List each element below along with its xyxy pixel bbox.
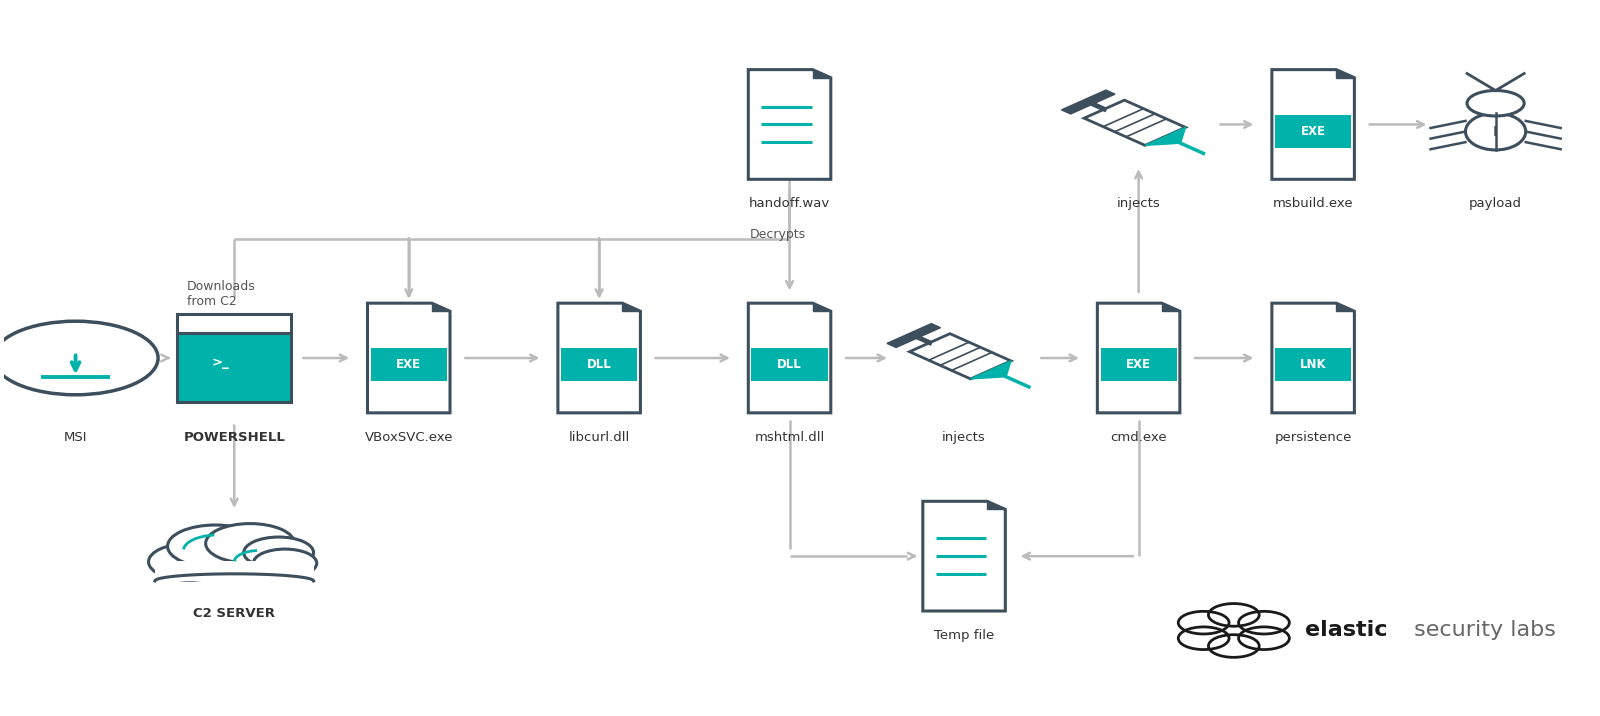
Polygon shape	[1085, 100, 1186, 145]
FancyBboxPatch shape	[1275, 115, 1352, 147]
Text: injects: injects	[942, 430, 986, 443]
Text: MSI: MSI	[64, 430, 88, 443]
Text: EXE: EXE	[397, 358, 421, 371]
Polygon shape	[1272, 303, 1354, 413]
Text: Temp file: Temp file	[934, 629, 994, 642]
Text: msbuild.exe: msbuild.exe	[1274, 197, 1354, 210]
Text: VBoxSVC.exe: VBoxSVC.exe	[365, 430, 453, 443]
Text: persistence: persistence	[1275, 430, 1352, 443]
FancyBboxPatch shape	[178, 314, 291, 333]
FancyBboxPatch shape	[152, 549, 317, 577]
Polygon shape	[1146, 127, 1186, 145]
Polygon shape	[813, 303, 830, 311]
Polygon shape	[923, 501, 1005, 611]
Text: Downloads
from C2: Downloads from C2	[187, 280, 256, 309]
Circle shape	[253, 549, 317, 577]
Text: DLL: DLL	[587, 358, 611, 371]
Polygon shape	[749, 69, 830, 179]
Polygon shape	[987, 501, 1005, 509]
FancyBboxPatch shape	[752, 348, 827, 381]
FancyBboxPatch shape	[155, 561, 314, 581]
Text: handoff.wav: handoff.wav	[749, 197, 830, 210]
Polygon shape	[971, 361, 1011, 379]
Circle shape	[168, 525, 262, 568]
Polygon shape	[1272, 69, 1354, 179]
FancyBboxPatch shape	[1101, 348, 1176, 381]
Text: >_: >_	[211, 356, 229, 369]
Text: POWERSHELL: POWERSHELL	[184, 430, 285, 443]
Circle shape	[243, 537, 314, 569]
Text: security labs: security labs	[1406, 621, 1555, 640]
Circle shape	[149, 543, 230, 580]
Polygon shape	[432, 303, 450, 311]
FancyBboxPatch shape	[178, 333, 291, 402]
Polygon shape	[749, 303, 830, 413]
Polygon shape	[813, 69, 830, 78]
Text: EXE: EXE	[1301, 125, 1326, 137]
Text: injects: injects	[1117, 197, 1160, 210]
Polygon shape	[368, 303, 450, 413]
Polygon shape	[886, 324, 941, 347]
Polygon shape	[558, 303, 640, 413]
Circle shape	[206, 523, 294, 563]
FancyBboxPatch shape	[1275, 348, 1352, 381]
Polygon shape	[1098, 303, 1179, 413]
Polygon shape	[1162, 303, 1179, 311]
Polygon shape	[1336, 303, 1354, 311]
Text: I: I	[1493, 125, 1498, 139]
Text: C2 SERVER: C2 SERVER	[194, 607, 275, 620]
Text: elastic: elastic	[1306, 621, 1387, 640]
Polygon shape	[1061, 90, 1115, 114]
Text: LNK: LNK	[1299, 358, 1326, 371]
Text: payload: payload	[1469, 197, 1522, 210]
Text: EXE: EXE	[1126, 358, 1150, 371]
Polygon shape	[909, 334, 1011, 379]
Text: libcurl.dll: libcurl.dll	[568, 430, 630, 443]
Ellipse shape	[1466, 113, 1526, 150]
Text: Decrypts: Decrypts	[750, 228, 806, 241]
Circle shape	[1467, 90, 1525, 116]
Text: cmd.exe: cmd.exe	[1110, 430, 1166, 443]
Polygon shape	[1336, 69, 1354, 78]
Text: mshtml.dll: mshtml.dll	[755, 430, 824, 443]
FancyBboxPatch shape	[371, 348, 446, 381]
Polygon shape	[622, 303, 640, 311]
FancyBboxPatch shape	[562, 348, 637, 381]
Text: DLL: DLL	[778, 358, 802, 371]
